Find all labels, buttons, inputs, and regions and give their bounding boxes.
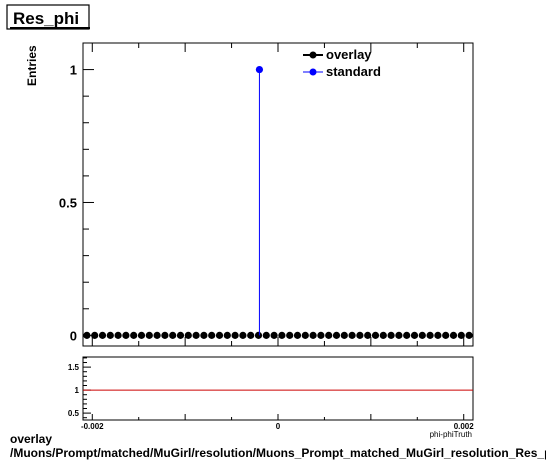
overlay-point bbox=[223, 331, 231, 339]
title-box: Res_phi bbox=[6, 4, 90, 30]
overlay-point bbox=[465, 331, 473, 339]
overlay-point bbox=[130, 331, 138, 339]
overlay-point bbox=[208, 331, 216, 339]
legend-marker-overlay bbox=[309, 51, 317, 59]
overlay-point bbox=[332, 331, 341, 339]
overlay-point bbox=[231, 331, 239, 339]
y-tick-label: 1 bbox=[70, 63, 77, 78]
overlay-point bbox=[379, 331, 387, 339]
ratio-ytick-labels: 0.5 1 1.5 bbox=[68, 363, 80, 418]
overlay-point bbox=[153, 331, 161, 339]
ratio-x-tick-label: 0.002 bbox=[454, 422, 475, 431]
overlay-point bbox=[434, 331, 442, 339]
overlay-point bbox=[356, 331, 364, 339]
overlay-point bbox=[137, 331, 146, 339]
overlay-point bbox=[410, 331, 419, 339]
main-plot-frame bbox=[82, 42, 474, 347]
x-axis-label: phi-phiTruth bbox=[430, 430, 472, 439]
overlay-point bbox=[270, 331, 278, 339]
overlay-point bbox=[239, 331, 247, 339]
legend-label-standard: standard bbox=[326, 64, 381, 79]
ratio-x-tick-label: 0 bbox=[276, 422, 281, 431]
ratio-plot-frame bbox=[82, 356, 474, 421]
overlay-point bbox=[192, 331, 200, 339]
overlay-point bbox=[98, 331, 107, 339]
overlay-point bbox=[286, 331, 294, 339]
y-tick-label: 0.5 bbox=[59, 195, 77, 210]
overlay-point bbox=[145, 331, 153, 339]
overlay-point bbox=[403, 331, 411, 339]
overlay-point bbox=[247, 331, 255, 339]
standard-point bbox=[255, 65, 264, 74]
overlay-point bbox=[301, 331, 309, 339]
overlay-point bbox=[114, 331, 122, 339]
ratio-x-tick-label: -0.002 bbox=[81, 422, 104, 431]
overlay-point bbox=[122, 331, 130, 339]
overlay-point bbox=[254, 331, 263, 339]
overlay-point bbox=[371, 331, 380, 339]
overlay-point bbox=[426, 331, 434, 339]
overlay-point bbox=[442, 331, 450, 339]
chart-title: Res_phi bbox=[13, 9, 79, 28]
overlay-point bbox=[309, 331, 317, 339]
overlay-point bbox=[176, 331, 185, 339]
overlay-point bbox=[169, 331, 177, 339]
overlay-point bbox=[348, 331, 356, 339]
legend-entry-overlay: overlay bbox=[303, 47, 372, 62]
overlay-point bbox=[262, 331, 270, 339]
overlay-point bbox=[364, 331, 372, 339]
overlay-point bbox=[184, 331, 192, 339]
ratio-axis-ticks bbox=[83, 357, 465, 420]
footer-line-1: overlay bbox=[10, 432, 53, 446]
standard-series bbox=[255, 65, 264, 336]
legend-marker-standard bbox=[309, 68, 317, 76]
y-tick-label: 0 bbox=[70, 328, 77, 343]
overlay-point bbox=[457, 331, 465, 339]
overlay-point bbox=[395, 331, 403, 339]
y-axis-label: Entries bbox=[25, 45, 39, 86]
overlay-series bbox=[83, 331, 473, 339]
overlay-point bbox=[325, 331, 333, 339]
ratio-y-tick-label: 1.5 bbox=[68, 363, 80, 372]
legend-label-overlay: overlay bbox=[326, 47, 372, 62]
overlay-point bbox=[106, 331, 114, 339]
overlay-point bbox=[83, 331, 91, 339]
overlay-point bbox=[215, 331, 224, 339]
overlay-point bbox=[317, 331, 325, 339]
overlay-point bbox=[200, 331, 208, 339]
overlay-point bbox=[293, 331, 302, 339]
overlay-point bbox=[91, 331, 99, 339]
legend: overlay standard bbox=[303, 47, 381, 79]
overlay-point bbox=[449, 331, 458, 339]
overlay-point bbox=[340, 331, 348, 339]
ratio-xtick-labels: -0.002 0 0.002 bbox=[81, 422, 474, 431]
overlay-point bbox=[418, 331, 426, 339]
overlay-point bbox=[278, 331, 286, 339]
ratio-y-tick-label: 1 bbox=[75, 386, 80, 395]
footer-line-2: /Muons/Prompt/matched/MuGirl/resolution/… bbox=[10, 446, 546, 460]
ratio-y-tick-label: 0.5 bbox=[68, 409, 80, 418]
main-ytick-labels: 00.51 bbox=[59, 63, 77, 344]
overlay-point bbox=[387, 331, 395, 339]
overlay-point bbox=[161, 331, 169, 339]
legend-entry-standard: standard bbox=[303, 64, 381, 79]
